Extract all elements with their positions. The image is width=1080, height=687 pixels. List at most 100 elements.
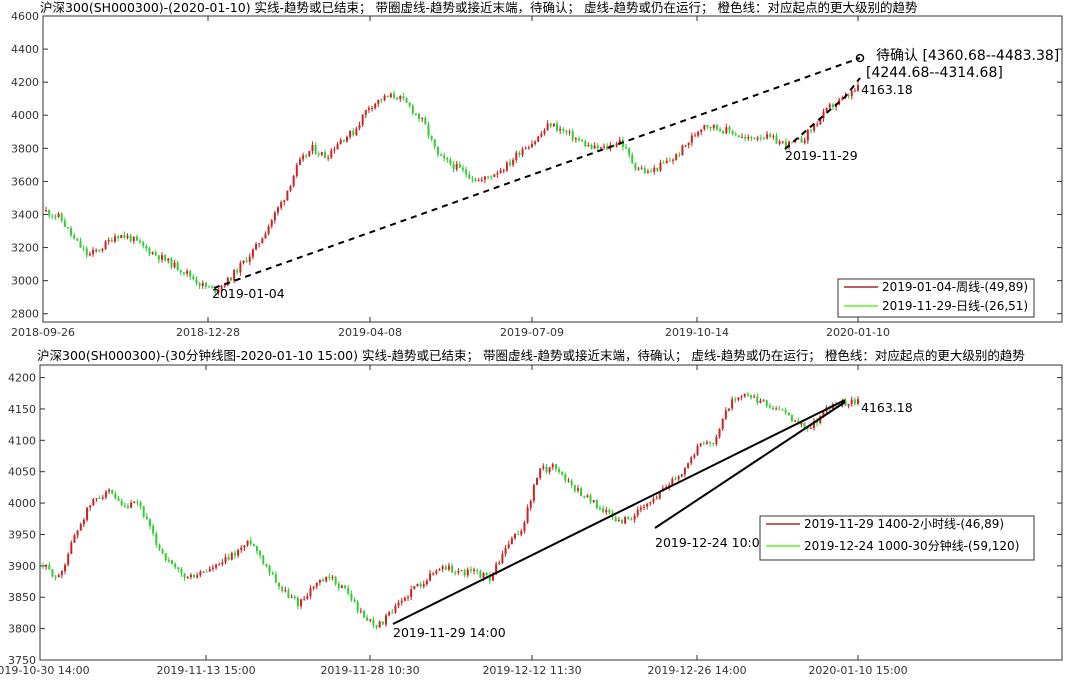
candle-body (592, 500, 595, 503)
candle-body (731, 399, 734, 409)
candle-body (157, 255, 160, 260)
candle-body (211, 567, 214, 569)
candle-body (259, 551, 262, 556)
candle-body (101, 249, 104, 251)
candle-body (819, 118, 822, 125)
candle-body (549, 123, 552, 127)
candle-body (345, 136, 348, 142)
candle-body (312, 586, 315, 589)
candle-body (324, 152, 327, 159)
legend-label: 2019-01-04-周线-(49,89) (882, 280, 1028, 294)
candle-body (753, 138, 756, 140)
candle-body (637, 168, 640, 170)
candle-body (268, 565, 271, 573)
candle-body (98, 498, 101, 500)
candle-body (800, 422, 803, 425)
candle-body (551, 464, 554, 468)
candle-body (167, 258, 170, 261)
y-tick-label: 3200 (11, 242, 39, 255)
candle-body (378, 621, 381, 628)
candle-body (499, 170, 502, 174)
x-tick-label: 2020-01-10 (826, 326, 890, 339)
legend-label: 2019-12-24 1000-30分钟线-(59,120) (804, 538, 1019, 553)
trend-line-weekly (213, 57, 861, 289)
candle-body (229, 277, 232, 281)
candle-body (671, 478, 674, 486)
candle-body (145, 516, 148, 520)
candle-body (142, 242, 145, 246)
candle-body (192, 276, 195, 280)
candle-body (327, 157, 330, 159)
candle-body (384, 615, 387, 625)
candle-body (248, 256, 251, 262)
candle-body (330, 150, 333, 158)
candle-body (303, 598, 306, 600)
candle-body (540, 133, 543, 137)
candle-body (490, 176, 493, 178)
candle-body (130, 502, 133, 508)
candle-body (402, 96, 405, 99)
plot-frame (42, 15, 1063, 323)
candle-body (405, 98, 408, 103)
candle-body (350, 593, 353, 600)
candle-body (841, 97, 844, 100)
y-tick-label: 3750 (8, 654, 36, 667)
candle-body (407, 597, 410, 599)
candle-body (298, 159, 301, 165)
annotation-label: 2019-12-24 10:00 (655, 535, 768, 550)
candle-body (155, 533, 158, 545)
candle-body (277, 207, 279, 213)
candle-body (66, 226, 69, 228)
candle-body (367, 108, 370, 110)
candle-body (444, 566, 447, 570)
candle-body (458, 164, 461, 168)
candle-body (240, 547, 243, 551)
candle-body (725, 127, 728, 134)
candle-body (847, 95, 850, 97)
candle-body (381, 621, 384, 625)
candle-body (471, 178, 474, 180)
candle-body (675, 154, 678, 160)
candle-body (787, 412, 790, 416)
candle-body (461, 167, 464, 170)
candle-body (850, 90, 853, 97)
x-tick-label: 2018-09-26 (11, 326, 75, 339)
candle-body (596, 145, 599, 149)
candle-body (628, 148, 631, 155)
candle-body (816, 124, 819, 126)
candle-body (217, 289, 220, 293)
candle-body (280, 202, 283, 208)
candle-body (64, 564, 67, 572)
candle-body (857, 85, 859, 91)
candle-body (342, 139, 345, 142)
candle-body (687, 142, 690, 146)
candle-body (63, 220, 66, 227)
candle-body (693, 455, 696, 458)
candle-body (73, 535, 76, 543)
x-tick-label: 2020-01-10 15:00 (808, 664, 907, 677)
candle-body (734, 134, 737, 136)
legend-label: 2019-11-29-日线-(26,51) (882, 299, 1028, 313)
candle-body (95, 249, 98, 251)
candle-body (565, 130, 568, 133)
candle-body (358, 124, 361, 129)
candle-body (680, 474, 683, 477)
x-tick-label: 2019-10-30 14:00 (0, 664, 90, 677)
candle-body (233, 553, 236, 556)
candle-body (101, 497, 104, 499)
candle-body (743, 393, 746, 397)
candle-body (702, 443, 705, 445)
candle-body (527, 147, 530, 149)
candle-body (672, 159, 675, 161)
candle-body (413, 586, 416, 590)
candle-body (171, 560, 174, 564)
candle-body (220, 285, 223, 290)
candle-body (526, 507, 529, 523)
candle-body (189, 574, 192, 578)
candle-body (466, 569, 469, 576)
candle-body (559, 128, 562, 131)
candle-body (756, 396, 759, 404)
candle-body (202, 571, 205, 573)
candle-body (79, 240, 82, 248)
candle-body (625, 146, 627, 149)
